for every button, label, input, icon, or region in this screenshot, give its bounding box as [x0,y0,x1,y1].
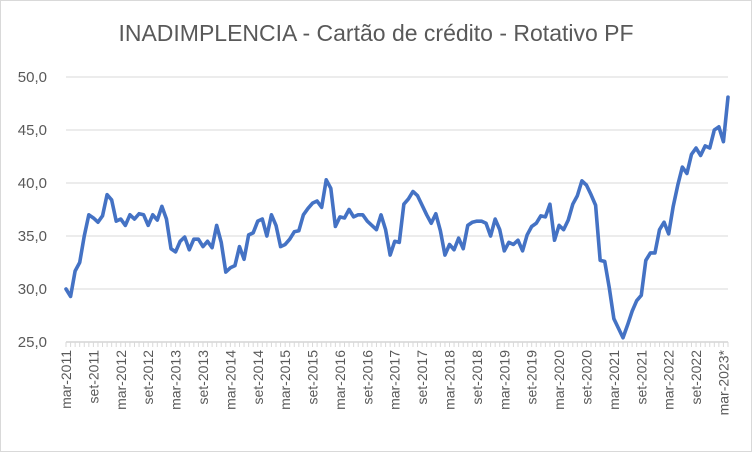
y-axis-ticks: 25,0 30,0 35,0 40,0 45,0 50,0 [18,69,47,351]
x-tick-label: set-2015 [305,350,321,405]
y-tick-label: 35,0 [18,228,47,245]
x-tick-label: set-2014 [250,350,266,405]
x-tick-label: set-2021 [633,350,649,405]
axes [65,341,729,347]
x-tick-label: set-2016 [359,350,375,405]
x-tick-label: set-2019 [524,350,540,405]
x-tick-label: mar-2020 [551,350,567,410]
series-line-rotativo-pf [64,95,730,340]
y-tick-label: 45,0 [18,122,47,139]
series-layer [64,95,730,340]
x-tick-label: set-2012 [140,350,156,405]
x-tick-label: mar-2014 [222,350,238,410]
x-tick-label: set-2017 [414,350,430,405]
x-tick-label: mar-2019 [496,350,512,410]
x-tick-label: set-2018 [469,350,485,405]
x-tick-label: mar-2013 [168,350,184,410]
x-tick-label: mar-2012 [113,350,129,410]
x-tick-label: mar-2011 [58,350,74,409]
x-tick-label: mar-2016 [332,350,348,410]
y-tick-label: 50,0 [18,69,47,86]
x-tick-label: mar-2017 [387,350,403,410]
x-tick-label: set-2013 [195,350,211,405]
x-tick-label: mar-2015 [277,350,293,410]
y-tick-label: 25,0 [18,334,47,351]
chart-title: INADIMPLENCIA - Cartão de crédito - Rota… [118,20,634,46]
x-tick-label: set-2022 [688,350,704,405]
x-tick-label: set-2020 [578,350,594,405]
gridlines [66,76,728,290]
y-tick-label: 30,0 [18,281,47,298]
x-axis-ticks: mar-2011 set-2011 mar-2012 set-2012 mar-2013… [58,349,731,415]
x-tick-label: mar-2022 [661,350,677,410]
x-tick-label: mar-2018 [442,350,458,410]
y-tick-label: 40,0 [18,175,47,192]
x-tick-label: mar-2021 [606,350,622,410]
x-tick-label: set-2011 [85,350,101,404]
x-tick-label: mar-2023* [715,349,731,415]
